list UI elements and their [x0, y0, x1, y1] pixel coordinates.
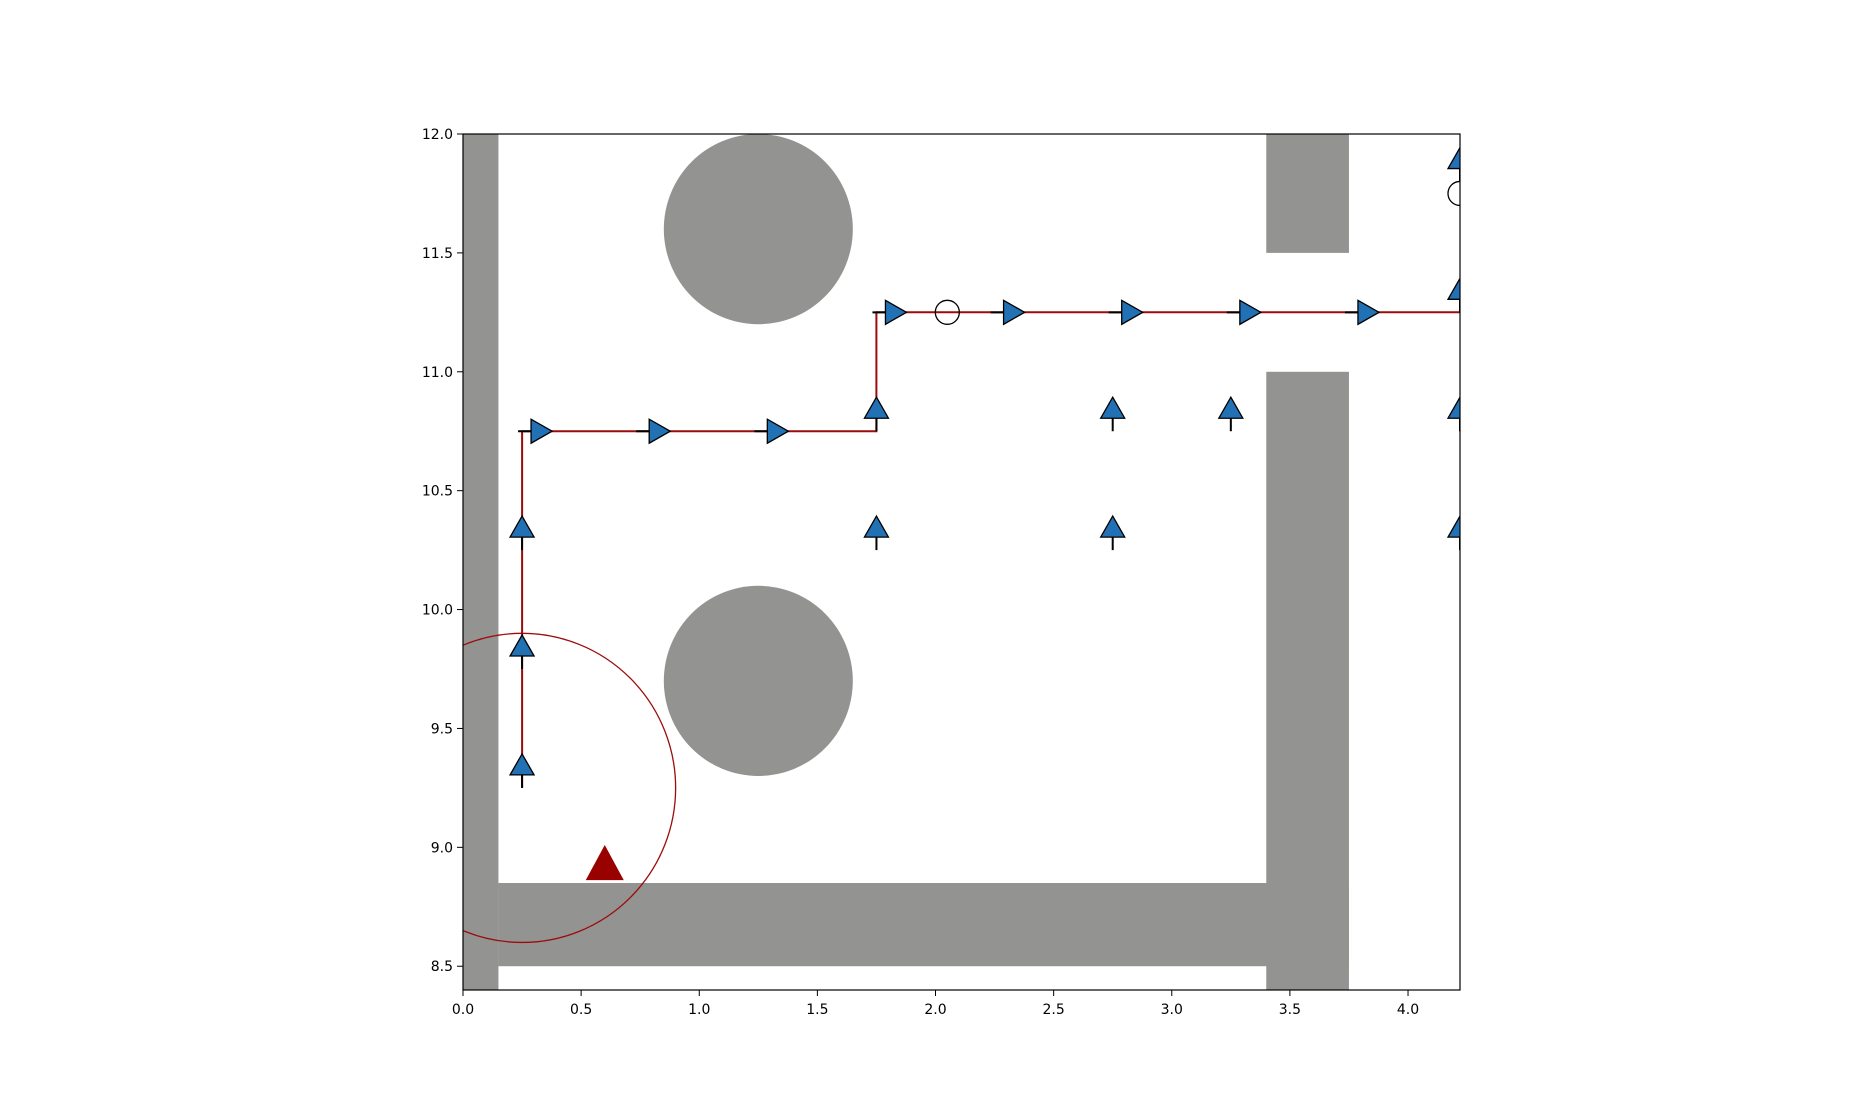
- y-tick-label: 9.0: [431, 840, 453, 856]
- y-axis: 8.5 9.0 9.5 10.0 10.5 11.0 11.5 12.0: [422, 127, 463, 975]
- waypoint-right-marker: [1121, 299, 1145, 326]
- waypoint-up-marker: [1446, 277, 1460, 300]
- x-axis: 0.0 0.5 1.0 1.5 2.0 2.5 3.0 3.5 4.0: [452, 990, 1419, 1018]
- waypoint-right-marker: [648, 418, 672, 445]
- waypoint-up-marker: [863, 514, 890, 538]
- round-obstacle: [663, 585, 853, 777]
- waypoint-right-marker: [766, 418, 790, 445]
- x-tick-label: 2.0: [924, 1002, 946, 1018]
- waypoint-up-marker: [508, 752, 536, 776]
- x-tick-label: 2.5: [1043, 1002, 1065, 1018]
- y-tick-label: 8.5: [431, 959, 453, 975]
- x-tick-label: 1.0: [688, 1002, 710, 1018]
- waypoint-up-marker: [1217, 395, 1244, 419]
- waypoint-right-marker: [1239, 299, 1263, 326]
- x-tick-label: 0.5: [570, 1002, 592, 1018]
- x-tick-label: 1.5: [806, 1002, 828, 1018]
- goal-circle-marker: [1447, 180, 1460, 207]
- x-tick-label: 0.0: [452, 1002, 474, 1018]
- wall-obstacle: [1266, 371, 1349, 990]
- wall-obstacle: [463, 134, 499, 990]
- waypoint-up-marker: [1446, 395, 1460, 419]
- y-tick-label: 12.0: [422, 127, 453, 143]
- plot-area: 0.0 0.5 1.0 1.5 2.0 2.5 3.0 3.5 4.0 8.5 9.0 9.5 10.…: [422, 127, 1461, 1018]
- y-tick-label: 10.0: [422, 603, 453, 619]
- y-tick-label: 11.0: [422, 365, 453, 381]
- robot-marker: [585, 844, 624, 881]
- wall-obstacle: [1266, 134, 1349, 253]
- waypoint-up-marker: [1446, 514, 1460, 538]
- waypoint-up-marker: [1099, 514, 1126, 538]
- waypoint-up-marker: [508, 514, 536, 538]
- y-tick-label: 10.5: [422, 484, 453, 500]
- y-tick-label: 9.5: [431, 721, 453, 737]
- goal-circle-marker: [934, 299, 960, 325]
- waypoint-up-marker: [1446, 146, 1460, 170]
- y-tick-label: 11.5: [422, 246, 453, 262]
- map-layer: [463, 134, 1460, 990]
- waypoint-up-marker: [1099, 395, 1126, 419]
- round-obstacle: [663, 134, 853, 325]
- waypoint-right-marker: [884, 299, 908, 326]
- waypoint-right-marker: [530, 418, 554, 445]
- waypoint-right-marker: [1357, 299, 1381, 326]
- waypoint-up-marker: [508, 633, 536, 657]
- waypoint-up-marker: [863, 395, 890, 419]
- axes-frame: [462, 133, 1461, 991]
- x-tick-label: 3.0: [1161, 1002, 1183, 1018]
- wall-obstacle: [498, 883, 1349, 967]
- x-tick-label: 4.0: [1397, 1002, 1419, 1018]
- x-tick-label: 3.5: [1279, 1002, 1301, 1018]
- waypoint-right-marker: [1002, 299, 1026, 326]
